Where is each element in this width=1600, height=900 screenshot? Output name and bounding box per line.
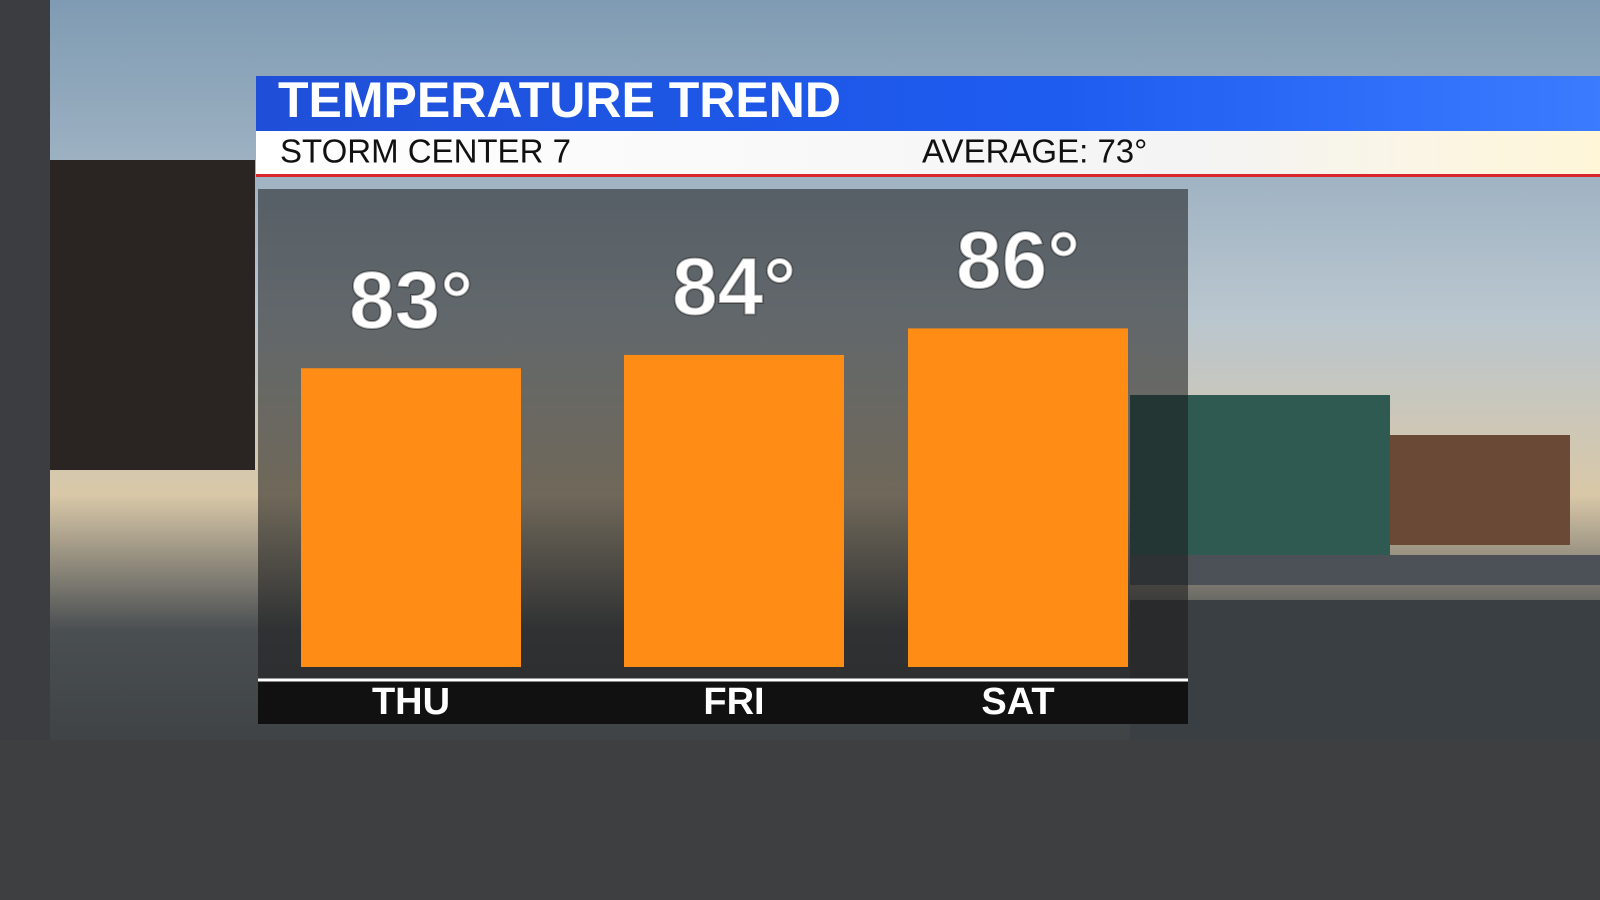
- background-building: [1390, 435, 1570, 545]
- x-tick-label: SAT: [981, 681, 1054, 723]
- bar: [624, 354, 844, 667]
- title-banner: [256, 76, 1600, 131]
- value-label: 86°: [956, 215, 1080, 306]
- background-building: [40, 160, 255, 470]
- chart-subtitle: STORM CENTER 7: [280, 133, 571, 170]
- value-label: 84°: [672, 242, 796, 333]
- subtitle-strip: [256, 131, 1600, 175]
- x-tick-label: FRI: [703, 681, 764, 723]
- x-tick-label: THU: [372, 681, 450, 723]
- chart-title: TEMPERATURE TREND: [278, 72, 841, 128]
- average-annotation: AVERAGE: 73°: [922, 133, 1147, 170]
- value-label: 83°: [349, 255, 473, 346]
- bar: [301, 368, 521, 667]
- background-bridge: [1130, 555, 1600, 585]
- background-walkway: [0, 740, 1600, 900]
- banner-rule: [256, 174, 1600, 177]
- background-pillar: [0, 0, 50, 740]
- bar: [908, 328, 1128, 667]
- category-band: [258, 680, 1188, 724]
